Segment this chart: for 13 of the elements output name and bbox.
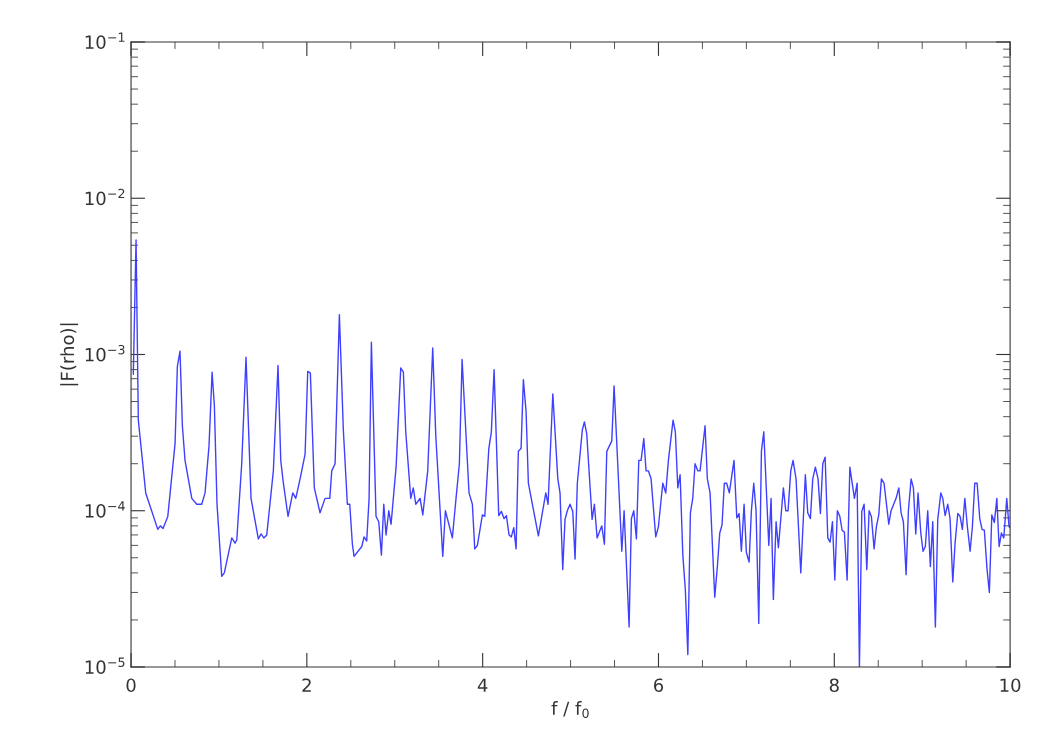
x-tick-label: 4: [477, 678, 488, 692]
y-tick-label: 10$^{−5}$: [85, 657, 125, 674]
x-tick-label: 8: [829, 678, 839, 693]
x-tick-label: 10: [1000, 678, 1021, 693]
y-tick-label: 10$^{−4}$: [85, 501, 125, 518]
y-tick-label: 10$^{−1}$: [85, 32, 125, 49]
y-tick-label: 10$^{−2}$: [85, 188, 125, 206]
x-tick-label: 2: [302, 678, 311, 692]
y-axis-title: |F(rho)|: [60, 323, 79, 386]
x-axis-title: f / f$_{0}$: [551, 701, 589, 718]
y-tick-label: 10$^{−3}$: [85, 344, 125, 362]
x-tick-label: 6: [653, 678, 664, 693]
x-tick-label: 0: [126, 678, 136, 693]
